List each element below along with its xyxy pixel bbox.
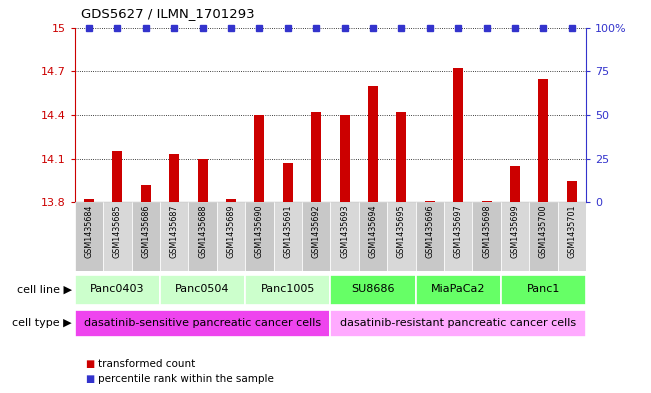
Bar: [330, 275, 415, 305]
Bar: [415, 202, 444, 271]
Bar: [538, 79, 548, 202]
Bar: [198, 159, 208, 202]
Text: cell line ▶: cell line ▶: [17, 285, 72, 295]
Text: cell type ▶: cell type ▶: [12, 318, 72, 328]
Bar: [444, 202, 473, 271]
Text: GDS5627 / ILMN_1701293: GDS5627 / ILMN_1701293: [81, 7, 255, 20]
Text: GSM1435694: GSM1435694: [368, 204, 378, 258]
Bar: [217, 202, 245, 271]
Bar: [104, 202, 132, 271]
Bar: [160, 275, 245, 305]
Bar: [415, 275, 501, 305]
Text: Panc1005: Panc1005: [260, 284, 315, 294]
Text: GSM1435687: GSM1435687: [170, 204, 179, 258]
Text: percentile rank within the sample: percentile rank within the sample: [98, 374, 273, 384]
Bar: [245, 202, 273, 271]
Bar: [359, 202, 387, 271]
Bar: [283, 163, 293, 202]
Text: MiaPaCa2: MiaPaCa2: [431, 284, 486, 294]
Bar: [188, 202, 217, 271]
Bar: [473, 202, 501, 271]
Bar: [75, 202, 104, 271]
Text: GSM1435700: GSM1435700: [539, 204, 547, 258]
Text: GSM1435690: GSM1435690: [255, 204, 264, 258]
Text: GSM1435689: GSM1435689: [227, 204, 236, 258]
Bar: [425, 201, 435, 202]
Text: GSM1435692: GSM1435692: [312, 204, 321, 258]
Bar: [510, 166, 520, 202]
Bar: [226, 200, 236, 202]
Text: Panc0504: Panc0504: [175, 284, 230, 294]
Bar: [501, 275, 586, 305]
Bar: [75, 310, 330, 336]
Text: SU8686: SU8686: [352, 284, 395, 294]
Bar: [113, 151, 122, 202]
Bar: [529, 202, 557, 271]
Bar: [501, 202, 529, 271]
Bar: [368, 86, 378, 202]
Bar: [302, 202, 330, 271]
Text: GSM1435701: GSM1435701: [567, 204, 576, 258]
Text: ■: ■: [85, 374, 94, 384]
Bar: [132, 202, 160, 271]
Bar: [160, 202, 188, 271]
Text: GSM1435697: GSM1435697: [454, 204, 463, 258]
Bar: [330, 310, 586, 336]
Bar: [169, 154, 179, 202]
Text: GSM1435698: GSM1435698: [482, 204, 491, 258]
Bar: [387, 202, 415, 271]
Text: ■: ■: [85, 358, 94, 369]
Text: GSM1435686: GSM1435686: [141, 204, 150, 258]
Bar: [557, 202, 586, 271]
Bar: [273, 202, 302, 271]
Bar: [75, 275, 160, 305]
Text: dasatinib-sensitive pancreatic cancer cells: dasatinib-sensitive pancreatic cancer ce…: [84, 318, 321, 328]
Bar: [482, 201, 492, 202]
Text: Panc0403: Panc0403: [90, 284, 145, 294]
Bar: [255, 115, 264, 202]
Text: GSM1435699: GSM1435699: [510, 204, 519, 258]
Bar: [84, 200, 94, 202]
Text: transformed count: transformed count: [98, 358, 195, 369]
Bar: [340, 115, 350, 202]
Text: Panc1: Panc1: [527, 284, 560, 294]
Bar: [245, 275, 330, 305]
Text: GSM1435695: GSM1435695: [397, 204, 406, 258]
Text: GSM1435685: GSM1435685: [113, 204, 122, 258]
Text: GSM1435696: GSM1435696: [425, 204, 434, 258]
Bar: [567, 180, 577, 202]
Text: GSM1435688: GSM1435688: [198, 204, 207, 258]
Bar: [141, 185, 151, 202]
Bar: [311, 112, 321, 202]
Bar: [330, 202, 359, 271]
Text: GSM1435693: GSM1435693: [340, 204, 349, 258]
Text: GSM1435684: GSM1435684: [85, 204, 94, 258]
Text: GSM1435691: GSM1435691: [283, 204, 292, 258]
Text: dasatinib-resistant pancreatic cancer cells: dasatinib-resistant pancreatic cancer ce…: [340, 318, 576, 328]
Bar: [453, 68, 463, 202]
Bar: [396, 112, 406, 202]
